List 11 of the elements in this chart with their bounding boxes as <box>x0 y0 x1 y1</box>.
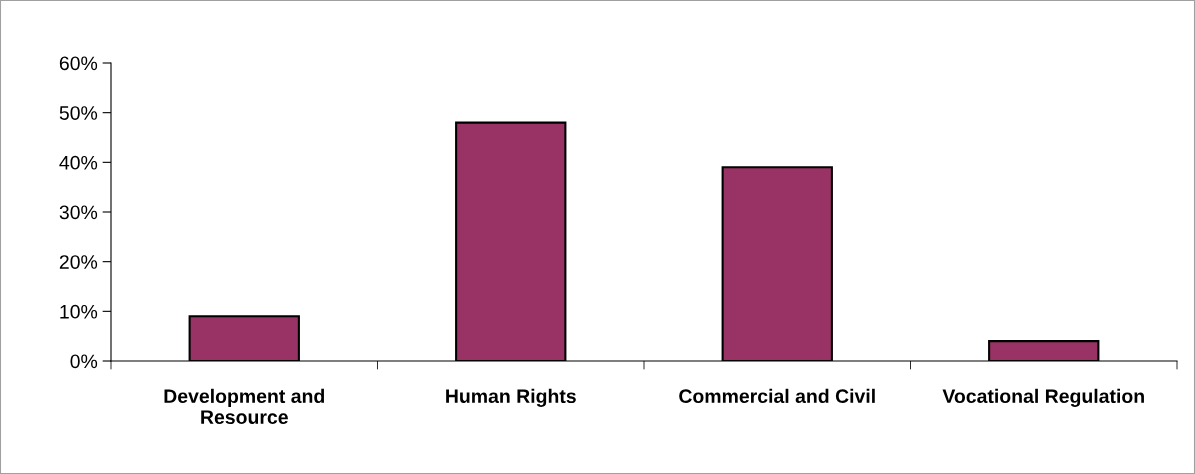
x-tick-label: Human Rights <box>446 388 576 407</box>
x-tick-label: Commercial and Civil <box>679 388 875 404</box>
y-tick-label: 20% <box>59 255 98 269</box>
y-tick-label: 50% <box>59 106 98 120</box>
y-tick-label: 60% <box>59 56 98 71</box>
x-tick-label: Development and Resource <box>164 388 325 424</box>
x-tick-label: Vocational Regulation <box>942 388 1144 407</box>
y-tick-label: 40% <box>59 155 98 170</box>
y-tick-label: 0% <box>70 354 98 369</box>
y-tick-label: 10% <box>60 304 98 319</box>
y-tick-label: 30% <box>59 205 98 220</box>
